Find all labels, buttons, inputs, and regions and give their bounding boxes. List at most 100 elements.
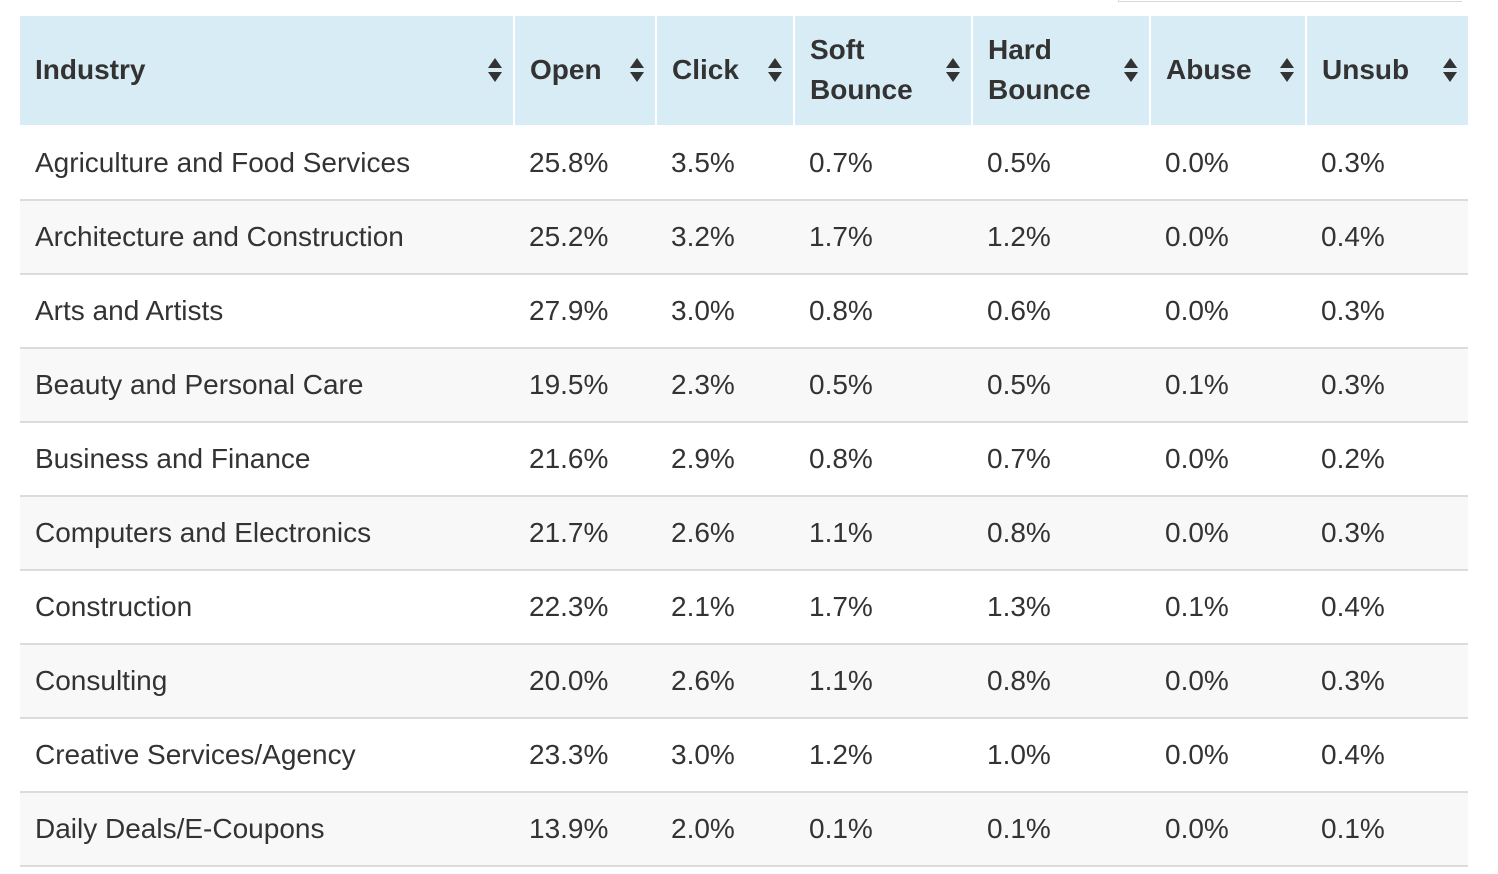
cell-unsub: 0.3% [1321, 147, 1385, 179]
industry-benchmark-table: Industry Open Click Soft Bounce Hard Bounce A… [20, 16, 1468, 867]
table-row: Creative Services/Agency 23.3% 3.0% 1.2% 1.0… [20, 718, 1468, 792]
table-row: Beauty and Personal Care 19.5% 2.3% 0.5% 0.5… [20, 348, 1468, 422]
cell-soft-bounce: 0.5% [809, 369, 873, 400]
cell-click: 3.5% [671, 147, 735, 179]
cell-hard-bounce: 0.1% [987, 813, 1051, 844]
column-header-label: Hard Bounce [988, 34, 1091, 106]
cell-soft-bounce: 0.8% [809, 295, 873, 326]
cell-unsub: 0.4% [1321, 591, 1385, 622]
cell-unsub: 0.3% [1321, 295, 1385, 326]
cell-unsub: 0.4% [1321, 739, 1385, 770]
column-header-label: Click [672, 54, 739, 86]
table-row: Agriculture and Food Services 25.8% 3.5% 0.… [20, 126, 1468, 200]
cell-industry: Arts and Artists [35, 295, 224, 326]
column-header-industry[interactable]: Industry [20, 16, 515, 126]
table-body: Agriculture and Food Services 25.8% 3.5% 0.… [20, 126, 1468, 866]
table-header-row: Industry Open Click Soft Bounce Hard Bounce A… [20, 16, 1468, 126]
cell-abuse: 0.0% [1165, 517, 1229, 548]
cell-industry: Consulting [35, 665, 168, 696]
cell-soft-bounce: 1.7% [809, 221, 873, 252]
cell-unsub: 0.3% [1321, 665, 1385, 696]
column-header-label: Industry [35, 54, 146, 86]
cell-click: 3.2% [671, 221, 735, 252]
column-header-label: Soft Bounce [810, 34, 913, 106]
cell-abuse: 0.0% [1165, 147, 1229, 179]
cell-unsub: 0.3% [1321, 517, 1385, 548]
sort-up-down-icon[interactable] [629, 57, 645, 83]
cell-hard-bounce: 0.8% [987, 665, 1051, 696]
cell-open: 21.7% [529, 517, 609, 548]
cell-hard-bounce: 1.3% [987, 591, 1051, 622]
table-row: Arts and Artists 27.9% 3.0% 0.8% 0.6% 0.0% 0.3… [20, 274, 1468, 348]
cell-industry: Daily Deals/E-Coupons [35, 813, 325, 844]
column-header-label: Unsub [1322, 54, 1410, 86]
search-input-edge[interactable] [1118, 0, 1462, 2]
cell-unsub: 0.2% [1321, 443, 1385, 474]
cell-hard-bounce: 0.5% [987, 369, 1051, 400]
cell-soft-bounce: 1.7% [809, 591, 873, 622]
cell-hard-bounce: 0.6% [987, 295, 1051, 326]
cell-industry: Business and Finance [35, 443, 311, 474]
cell-open: 22.3% [529, 591, 609, 622]
cell-soft-bounce: 1.1% [809, 665, 873, 696]
cell-soft-bounce: 1.1% [809, 517, 873, 548]
column-header-hard-bounce[interactable]: Hard Bounce [972, 16, 1151, 126]
sort-up-down-icon[interactable] [945, 57, 961, 83]
column-header-label: Abuse [1166, 54, 1252, 86]
cell-click: 3.0% [671, 295, 735, 326]
table-row: Construction 22.3% 2.1% 1.7% 1.3% 0.1% 0.4% [20, 570, 1468, 644]
cell-open: 25.2% [529, 221, 609, 252]
cell-open: 19.5% [529, 369, 609, 400]
cell-soft-bounce: 0.7% [809, 147, 873, 179]
cell-unsub: 0.3% [1321, 369, 1385, 400]
cell-open: 27.9% [529, 295, 609, 326]
cell-hard-bounce: 0.7% [987, 443, 1051, 474]
cell-hard-bounce: 0.5% [987, 147, 1051, 179]
cell-hard-bounce: 1.2% [987, 221, 1051, 252]
cell-click: 2.1% [671, 591, 735, 622]
sort-up-down-icon[interactable] [767, 57, 783, 83]
column-header-label: Open [530, 54, 602, 86]
cell-open: 25.8% [529, 147, 609, 179]
cell-industry: Computers and Electronics [35, 517, 372, 548]
sort-up-down-icon[interactable] [487, 57, 503, 83]
cell-click: 2.0% [671, 813, 735, 844]
sort-up-down-icon[interactable] [1123, 57, 1139, 83]
cell-open: 21.6% [529, 443, 609, 474]
cell-open: 23.3% [529, 739, 609, 770]
cell-open: 20.0% [529, 665, 609, 696]
cell-hard-bounce: 1.0% [987, 739, 1051, 770]
cell-industry: Architecture and Construction [35, 221, 404, 252]
cell-industry: Construction [35, 591, 193, 622]
cell-soft-bounce: 0.1% [809, 813, 873, 844]
column-header-click[interactable]: Click [656, 16, 795, 126]
cell-unsub: 0.1% [1321, 813, 1385, 844]
cell-hard-bounce: 0.8% [987, 517, 1051, 548]
sort-up-down-icon[interactable] [1442, 57, 1458, 83]
cell-abuse: 0.1% [1165, 591, 1229, 622]
cell-industry: Beauty and Personal Care [35, 369, 364, 400]
cell-click: 2.3% [671, 369, 735, 400]
column-header-open[interactable]: Open [514, 16, 657, 126]
cell-abuse: 0.0% [1165, 813, 1229, 844]
column-header-unsub[interactable]: Unsub [1306, 16, 1468, 126]
column-header-soft-bounce[interactable]: Soft Bounce [794, 16, 973, 126]
cell-industry: Agriculture and Food Services [35, 147, 411, 179]
cell-abuse: 0.0% [1165, 665, 1229, 696]
cell-open: 13.9% [529, 813, 609, 844]
table-row: Daily Deals/E-Coupons 13.9% 2.0% 0.1% 0.1% 0.… [20, 792, 1468, 866]
cell-soft-bounce: 1.2% [809, 739, 873, 770]
column-header-abuse[interactable]: Abuse [1150, 16, 1307, 126]
cell-abuse: 0.0% [1165, 295, 1229, 326]
cell-click: 2.6% [671, 517, 735, 548]
cell-soft-bounce: 0.8% [809, 443, 873, 474]
sort-up-down-icon[interactable] [1279, 57, 1295, 83]
table-row: Architecture and Construction 25.2% 3.2% 1.… [20, 200, 1468, 274]
cell-unsub: 0.4% [1321, 221, 1385, 252]
table-row: Business and Finance 21.6% 2.9% 0.8% 0.7% 0.0… [20, 422, 1468, 496]
table-row: Computers and Electronics 21.7% 2.6% 1.1% 0.… [20, 496, 1468, 570]
cell-click: 2.9% [671, 443, 735, 474]
cell-click: 3.0% [671, 739, 735, 770]
cell-industry: Creative Services/Agency [35, 739, 356, 770]
